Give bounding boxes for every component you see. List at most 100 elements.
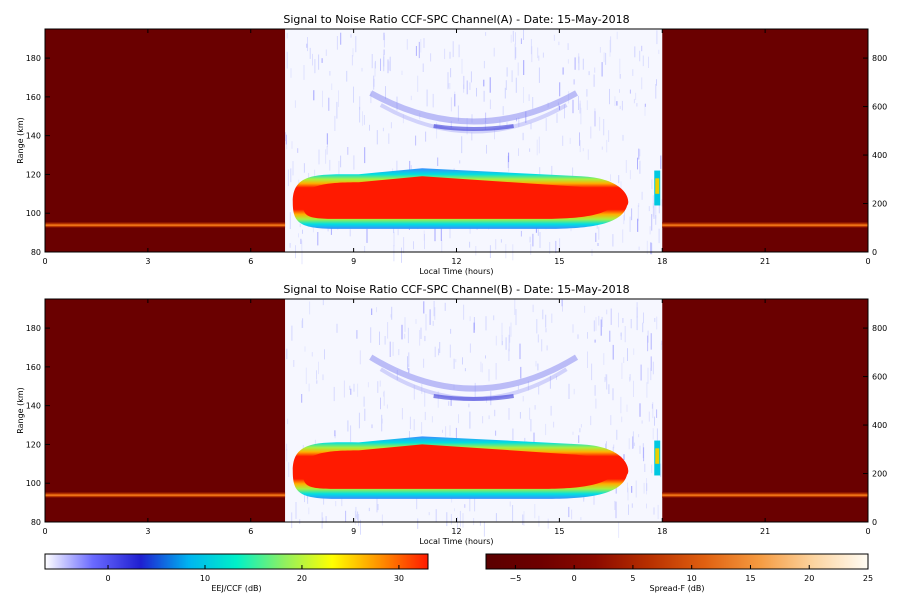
noise-streak (434, 346, 436, 358)
x-axis-label: Local Time (hours) (419, 537, 493, 546)
noise-streak (536, 139, 538, 156)
noise-streak (457, 105, 459, 122)
noise-streak (610, 174, 611, 181)
noise-streak (404, 317, 406, 332)
y2-tick-label: 800 (872, 54, 887, 63)
noise-streak (389, 341, 391, 357)
noise-streak (424, 233, 425, 250)
noise-streak (633, 380, 634, 397)
noise-streak (542, 52, 544, 58)
noise-streak (605, 374, 607, 381)
noise-streak (622, 318, 624, 323)
noise-streak (357, 383, 359, 397)
y-tick-label: 120 (26, 440, 41, 449)
noise-streak (569, 137, 571, 144)
noise-streak (469, 411, 471, 429)
noise-streak (639, 160, 641, 174)
noise-streak (572, 431, 574, 435)
noise-streak (419, 330, 421, 346)
noise-streak (383, 54, 385, 67)
noise-streak (355, 36, 357, 53)
noise-streak (466, 118, 468, 135)
noise-streak (424, 391, 426, 407)
noise-streak (363, 396, 365, 407)
noise-streak (653, 205, 655, 219)
noise-streak (449, 51, 451, 59)
noise-streak (512, 505, 514, 522)
noise-streak (595, 317, 597, 331)
noise-streak (436, 122, 438, 139)
noise-streak (504, 87, 506, 99)
noise-streak (650, 333, 652, 350)
noise-streak (660, 463, 662, 478)
noise-streak (430, 53, 432, 62)
noise-streak (609, 330, 611, 342)
noise-streak (636, 103, 638, 107)
noise-streak (644, 463, 646, 472)
noise-streak (587, 149, 589, 160)
colorbar-label: Spread-F (dB) (649, 584, 704, 593)
noise-streak (629, 374, 631, 381)
noise-streak (641, 420, 643, 424)
noise-streak (350, 34, 352, 38)
noise-streak (642, 322, 644, 333)
arc-band-core (433, 124, 514, 131)
noise-streak (652, 361, 654, 375)
noise-streak (578, 53, 580, 64)
noise-streak (590, 126, 592, 139)
noise-streak (529, 148, 531, 152)
noise-streak (350, 425, 352, 443)
noise-streak (404, 333, 406, 339)
x-tick-label: 15 (554, 527, 564, 536)
noise-streak (639, 445, 641, 454)
x-tick-label: 0 (865, 527, 870, 536)
noise-streak (336, 101, 338, 119)
noise-streak (646, 382, 648, 398)
noise-streak (301, 250, 303, 265)
noise-streak (559, 82, 561, 97)
noise-streak (410, 165, 412, 171)
noise-streak (381, 514, 383, 526)
noise-streak (515, 77, 517, 93)
chart-title: Signal to Noise Ratio CCF-SPC Channel(A)… (283, 13, 629, 26)
noise-streak (370, 327, 372, 343)
noise-streak (538, 67, 540, 83)
noise-streak (454, 508, 455, 512)
noise-streak (508, 161, 510, 172)
noise-streak (514, 299, 516, 315)
noise-streak (501, 335, 503, 346)
noise-streak (387, 322, 389, 339)
noise-streak (532, 233, 534, 247)
noise-streak (508, 334, 510, 352)
noise-streak (423, 301, 425, 314)
noise-streak (446, 512, 448, 527)
noise-streak (309, 47, 311, 59)
noise-streak (658, 203, 660, 214)
noise-streak (628, 438, 630, 450)
noise-streak (627, 487, 629, 501)
noise-streak (601, 146, 603, 150)
noise-streak (631, 208, 633, 221)
x-tick-label: 15 (554, 257, 564, 266)
noise-streak (512, 428, 514, 441)
noise-streak (489, 77, 491, 93)
noise-streak (493, 315, 495, 321)
colorbar-spreadf: −5 0 5 10 15 20 25 Spread-F (dB) (485, 553, 873, 593)
noise-streak (631, 486, 633, 493)
y2-tick-label: 0 (872, 248, 877, 257)
noise-streak (635, 480, 637, 498)
noise-streak (483, 90, 485, 102)
noise-streak (647, 330, 649, 343)
noise-streak (377, 381, 379, 393)
x-tick-label: 0 (42, 527, 47, 536)
noise-streak (534, 504, 536, 519)
noise-streak (303, 163, 305, 173)
noise-streak (454, 94, 456, 107)
noise-streak (302, 229, 303, 234)
night-region-right (662, 299, 868, 522)
noise-streak (594, 385, 596, 396)
noise-streak (655, 84, 657, 99)
noise-streak (380, 397, 381, 410)
noise-streak (528, 94, 530, 101)
noise-streak (573, 79, 575, 85)
